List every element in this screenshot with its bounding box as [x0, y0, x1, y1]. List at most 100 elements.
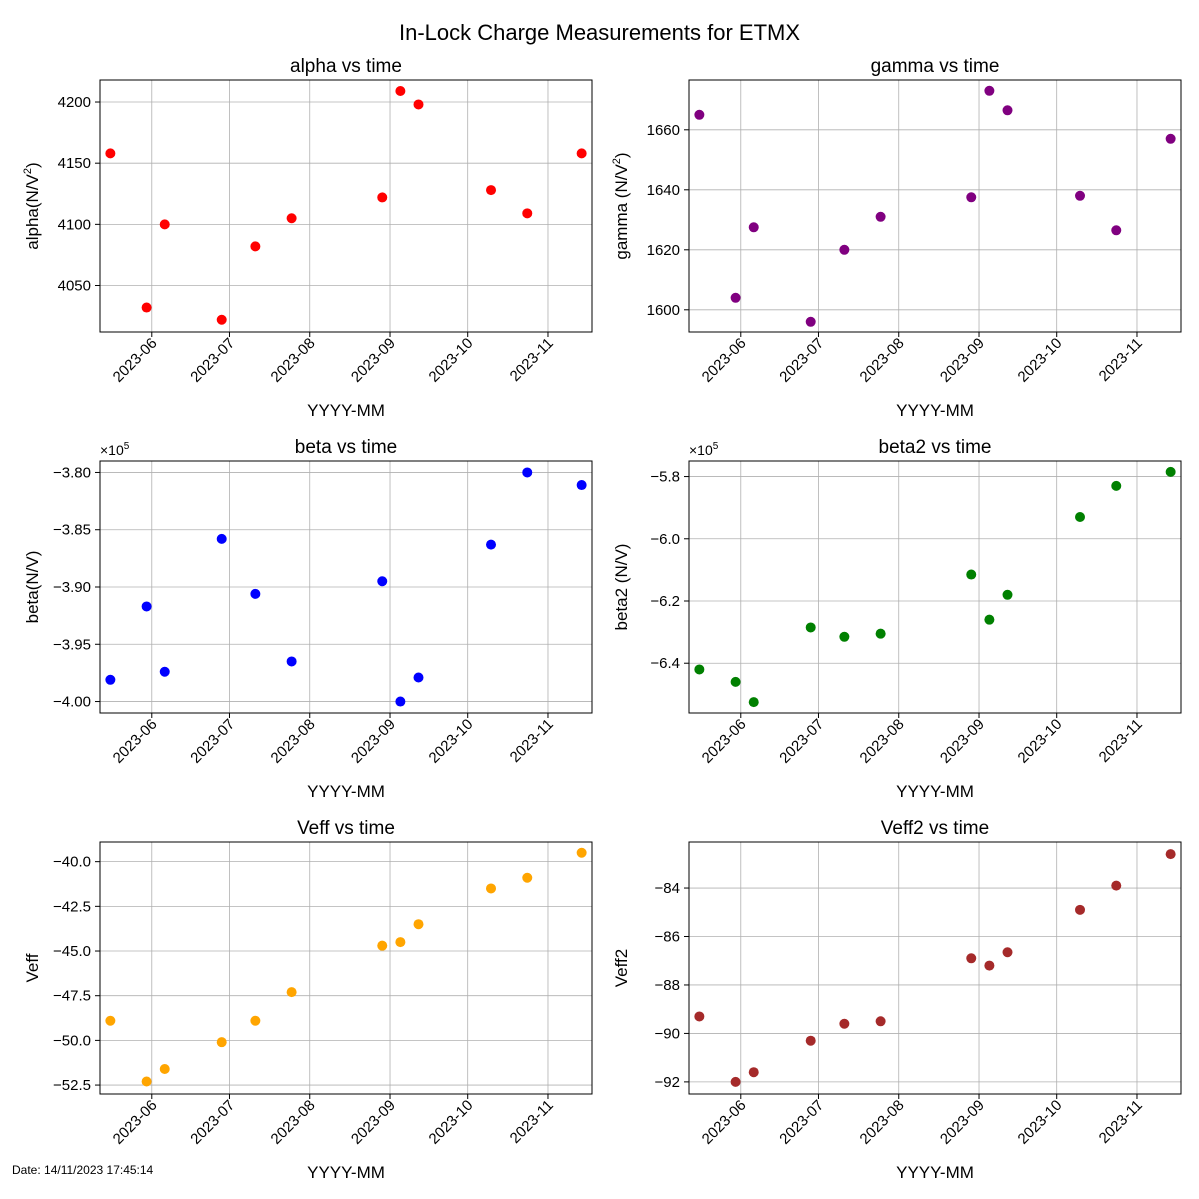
beta-xtick-label: 2023-08	[268, 716, 319, 767]
veff2-point	[1111, 880, 1122, 891]
veff-point	[286, 987, 297, 998]
veff-xtick-label: 2023-10	[426, 1097, 477, 1148]
beta2-xtick-label: 2023-08	[857, 716, 908, 767]
beta-xtick-label: 2023-11	[507, 716, 557, 766]
gamma-point	[875, 211, 886, 222]
footer-date: Date: 14/11/2023 17:45:14	[12, 1163, 154, 1177]
alpha-xtick-label: 2023-07	[187, 335, 238, 386]
beta2-xtick-label: 2023-07	[776, 716, 827, 767]
gamma-xtick-label: 2023-07	[776, 335, 827, 386]
beta2-point	[1002, 589, 1013, 600]
beta-axes-frame	[99, 460, 593, 714]
beta2-ytick-label: −5.8	[650, 469, 680, 486]
veff-axes-frame	[99, 841, 593, 1095]
alpha-point	[522, 208, 533, 219]
beta2-point	[748, 697, 759, 708]
beta2-ytick-label: −6.4	[650, 655, 680, 672]
beta2-point	[805, 622, 816, 633]
gamma-point	[694, 109, 705, 120]
beta-ytick-label: −3.85	[53, 522, 91, 539]
alpha-point	[413, 99, 424, 110]
alpha-point	[105, 148, 116, 159]
veff-xtick-label: 2023-06	[110, 1097, 161, 1148]
beta-point	[141, 601, 152, 612]
gamma-point	[839, 244, 850, 255]
gamma-point	[1111, 225, 1122, 236]
gamma-point	[805, 316, 816, 327]
beta2-ytick-label: −6.0	[650, 531, 680, 548]
gamma-panel: 1600 1620 1640 1660 2023-06 2023-07 2023-08 202…	[611, 56, 1182, 420]
gamma-point	[730, 292, 741, 303]
beta-title: beta vs time	[295, 437, 397, 458]
veff2-panel: −92 −90 −88 −86 −84 2023-06 2023-07 2023-08 2023…	[612, 818, 1182, 1182]
gamma-xtick-label: 2023-09	[937, 335, 988, 386]
beta2-xtick-label: 2023-09	[937, 716, 988, 767]
veff2-ylabel: Veff2	[612, 949, 631, 987]
beta2-point	[730, 676, 741, 687]
beta-point	[159, 666, 170, 677]
alpha-xtick-label: 2023-09	[348, 335, 399, 386]
alpha-point	[576, 148, 587, 159]
beta-point	[216, 533, 227, 544]
alpha-point	[216, 314, 227, 325]
gamma-axes-frame	[688, 79, 1182, 333]
beta2-point	[966, 569, 977, 580]
beta-panel: −4.00 −3.95 −3.90 −3.85 −3.80 2023-06 2023-07 2…	[23, 437, 593, 801]
veff2-xtick-label: 2023-09	[937, 1097, 988, 1148]
beta-point	[286, 656, 297, 667]
veff-ytick-label: −40.0	[53, 854, 91, 871]
beta-point	[395, 696, 406, 707]
veff-point	[413, 919, 424, 930]
beta2-xlabel: YYYY-MM	[896, 782, 974, 801]
veff2-ytick-label: −92	[655, 1074, 680, 1091]
veff-point	[377, 940, 388, 951]
beta-point	[486, 539, 497, 550]
gamma-point	[1075, 190, 1086, 201]
alpha-title: alpha vs time	[290, 56, 402, 77]
beta2-point	[1075, 512, 1086, 522]
veff2-point	[1165, 849, 1176, 860]
veff2-point	[1075, 904, 1086, 915]
beta2-xtick-label: 2023-06	[699, 716, 750, 767]
alpha-point	[159, 219, 170, 230]
veff-point	[216, 1037, 227, 1048]
veff2-point	[730, 1076, 741, 1087]
veff2-point	[805, 1035, 816, 1046]
gamma-point	[984, 85, 995, 96]
beta2-xtick-label: 2023-11	[1096, 716, 1146, 766]
veff-ytick-label: −42.5	[53, 898, 91, 915]
beta2-ylabel: beta2 (N/V)	[612, 544, 631, 631]
gamma-xlabel: YYYY-MM	[896, 401, 974, 420]
veff2-xtick-label: 2023-10	[1015, 1097, 1066, 1148]
veff-ytick-label: −50.0	[53, 1032, 91, 1049]
gamma-point	[966, 192, 977, 203]
alpha-point	[141, 302, 152, 313]
beta-ytick-label: −3.95	[53, 636, 91, 653]
veff-point	[522, 872, 533, 883]
alpha-ytick-label: 4050	[58, 278, 91, 295]
beta-point	[576, 480, 587, 491]
beta2-axes-frame	[688, 460, 1182, 714]
beta2-point	[839, 631, 850, 642]
beta2-panel: −6.4 −6.2 −6.0 −5.8 2023-06 2023-07 2023-08 202…	[612, 437, 1182, 801]
beta2-ytick-label: −6.2	[650, 593, 680, 610]
veff-ytick-label: −47.5	[53, 988, 91, 1005]
veff2-point	[839, 1018, 850, 1029]
beta-xtick-label: 2023-06	[110, 716, 161, 767]
alpha-ytick-label: 4150	[58, 155, 91, 172]
veff2-xtick-label: 2023-11	[1096, 1097, 1146, 1147]
gamma-title: gamma vs time	[871, 56, 1000, 77]
veff-ylabel: Veff	[23, 953, 42, 982]
beta-point	[522, 467, 533, 478]
beta-ytick-label: −3.90	[53, 579, 91, 596]
veff2-ytick-label: −84	[655, 880, 680, 897]
alpha-point	[395, 86, 406, 97]
veff-point	[576, 847, 587, 858]
veff2-point	[875, 1016, 886, 1027]
alpha-point	[250, 241, 261, 252]
beta-xlabel: YYYY-MM	[307, 782, 385, 801]
veff2-ytick-label: −90	[655, 1025, 680, 1042]
alpha-axes-frame	[99, 79, 593, 333]
veff2-xtick-label: 2023-06	[699, 1097, 750, 1148]
beta-point	[250, 588, 261, 599]
